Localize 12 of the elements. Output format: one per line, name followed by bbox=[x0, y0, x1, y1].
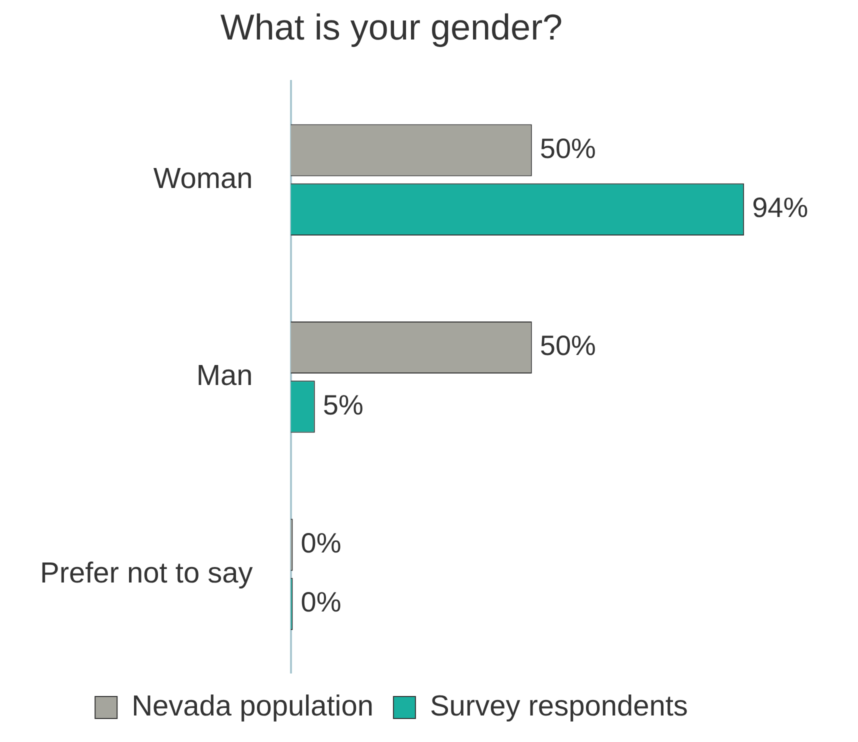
data-label: 50% bbox=[540, 330, 596, 362]
legend-label: Survey respondents bbox=[430, 690, 688, 722]
data-label: 50% bbox=[540, 132, 596, 164]
legend-label: Nevada population bbox=[132, 690, 374, 722]
data-label: 94% bbox=[752, 192, 808, 224]
data-label: 5% bbox=[322, 389, 364, 420]
data-label: 0% bbox=[300, 527, 342, 558]
chart-title: What is your gender? bbox=[220, 6, 563, 48]
y-tick-label: Man bbox=[196, 360, 253, 392]
y-tick-label: Prefer not to say bbox=[40, 557, 254, 590]
y-tick-label: Woman bbox=[153, 162, 253, 195]
data-label: 0% bbox=[300, 586, 342, 618]
